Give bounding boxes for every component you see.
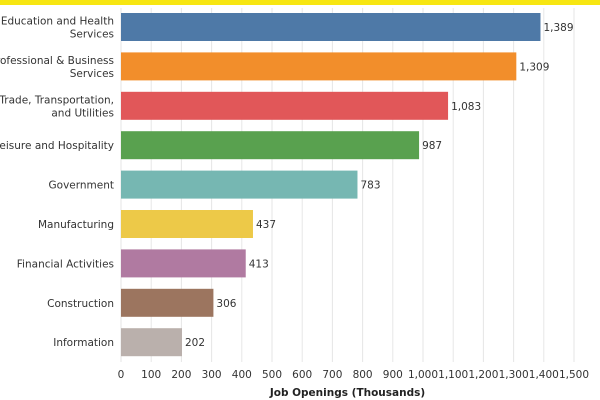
- x-tick-label-5: 500: [262, 369, 282, 381]
- value-label-2: 1,083: [451, 101, 481, 113]
- x-tick-label-2: 200: [171, 369, 191, 381]
- category-label-7: Construction: [47, 298, 114, 310]
- value-label-0: 1,389: [543, 22, 573, 34]
- x-tick-label-4: 400: [232, 369, 252, 381]
- x-tick-label-14: 1,400: [529, 369, 559, 381]
- category-label-2: Trade, Transportation, and Utilities: [0, 94, 114, 119]
- bar-5: [121, 210, 253, 238]
- category-label-5: Manufacturing: [38, 219, 114, 231]
- bar-3: [121, 131, 420, 160]
- x-tick-label-3: 300: [202, 369, 222, 381]
- x-tick-label-13: 1,300: [499, 369, 529, 381]
- x-tick-label-9: 900: [383, 369, 403, 381]
- category-label-1: Professional & Business Services: [0, 55, 114, 80]
- category-label-0: Education and Health Services: [1, 16, 114, 41]
- x-tick-label-11: 1,100: [438, 369, 468, 381]
- value-label-1: 1,309: [519, 61, 549, 73]
- bar-2: [121, 91, 449, 120]
- value-label-4: 783: [360, 180, 380, 192]
- bar-8: [121, 328, 183, 357]
- value-label-3: 987: [422, 140, 442, 152]
- x-tick-label-6: 600: [292, 369, 312, 381]
- category-label-4: Government: [49, 180, 114, 192]
- category-label-3: Leisure and Hospitality: [0, 140, 114, 152]
- top-accent-bar: [0, 0, 600, 5]
- bar-1: [121, 52, 517, 81]
- bar-4: [121, 170, 358, 199]
- value-label-8: 202: [185, 337, 205, 349]
- x-tick-label-12: 1,200: [468, 369, 498, 381]
- bar-7: [121, 288, 214, 317]
- x-tick-label-1: 100: [141, 369, 161, 381]
- category-label-8: Information: [53, 337, 114, 349]
- x-tick-label-8: 800: [353, 369, 373, 381]
- x-tick-label-0: 0: [118, 369, 125, 381]
- bar-6: [121, 249, 246, 278]
- x-tick-label-15: 1,500: [559, 369, 589, 381]
- bar-0: [121, 13, 541, 41]
- category-label-6: Financial Activities: [17, 258, 114, 270]
- value-label-7: 306: [216, 298, 236, 310]
- x-tick-label-7: 700: [322, 369, 342, 381]
- x-axis-title: Job Openings (Thousands): [269, 387, 425, 399]
- value-label-6: 413: [249, 258, 269, 270]
- x-tick-label-10: 1,000: [408, 369, 438, 381]
- value-label-5: 437: [256, 219, 276, 231]
